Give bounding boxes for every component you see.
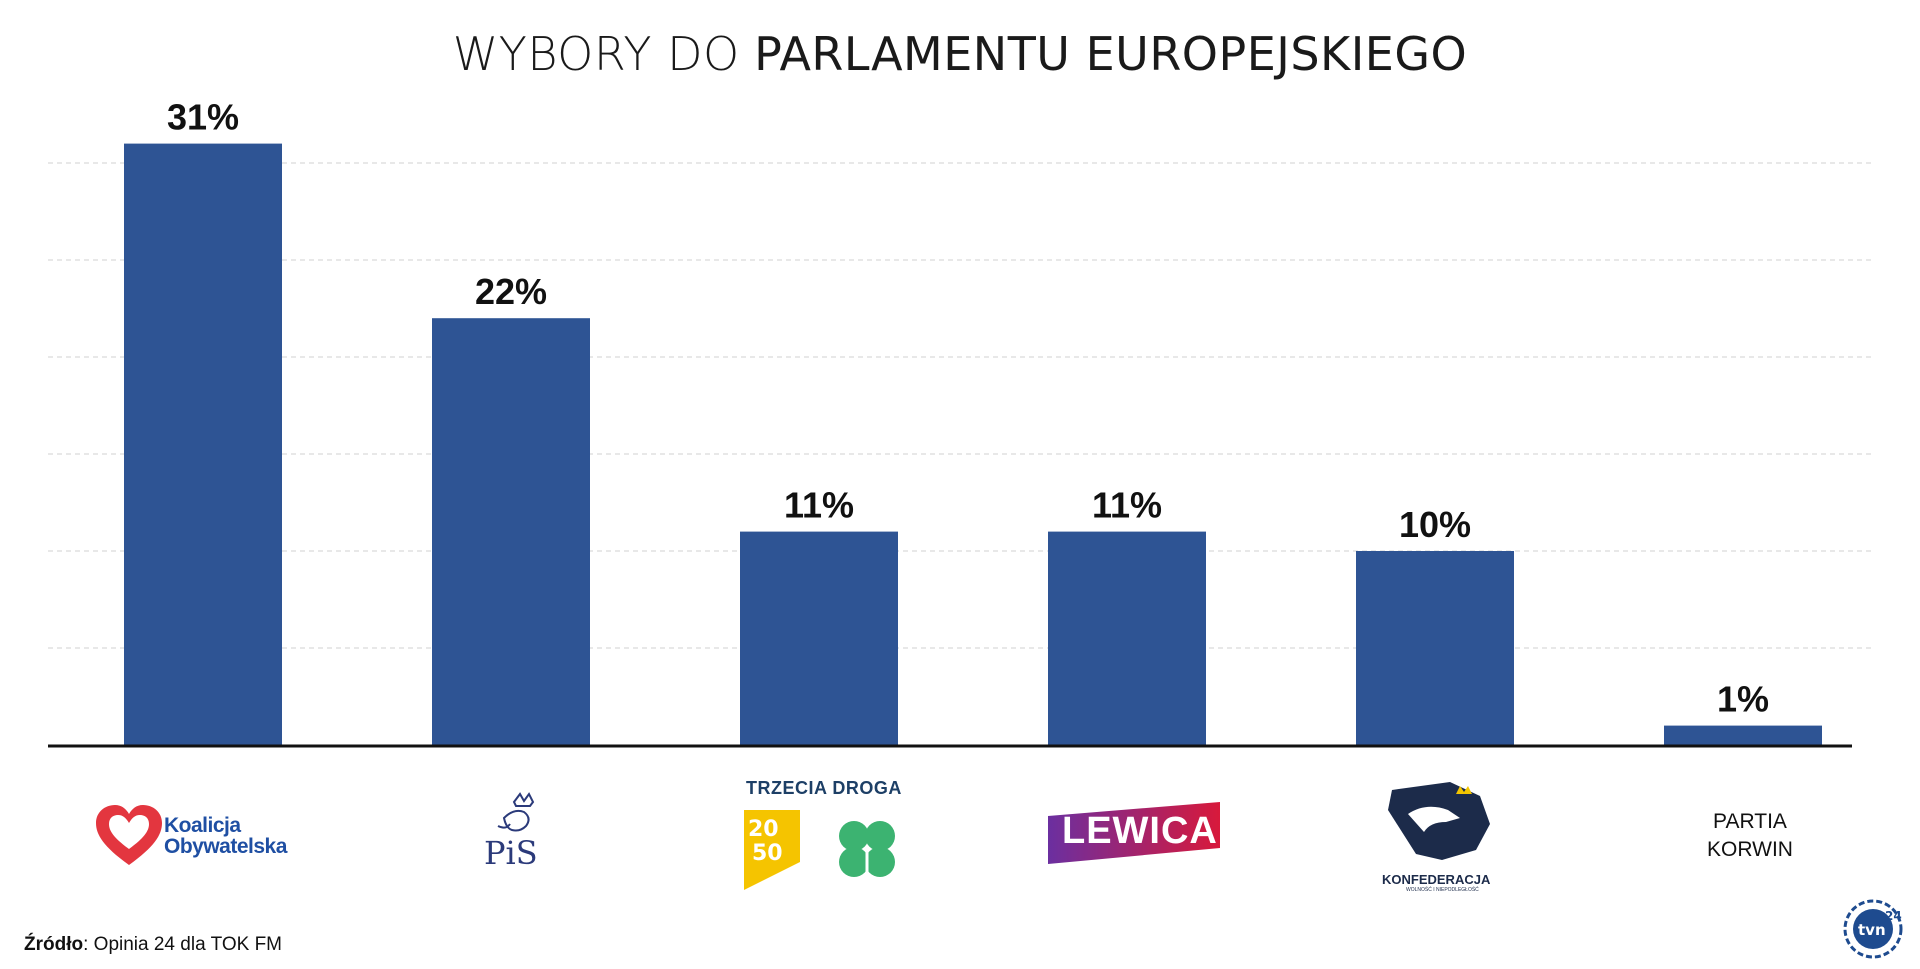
data-label: 22% bbox=[475, 271, 547, 312]
chart-title: WYBORY DO PARLAMENTU EUROPEJSKIEGO bbox=[0, 24, 1920, 82]
lewica-badge bbox=[1048, 802, 1220, 864]
konf-sub: WOLNOŚĆ I NIEPODLEGŁOŚĆ bbox=[1406, 887, 1479, 893]
bar-partia-korwin bbox=[1664, 725, 1822, 745]
source-label: Źródło bbox=[24, 934, 84, 955]
eagle-icon bbox=[1388, 782, 1490, 860]
pis-text: PiS bbox=[484, 834, 538, 872]
ko-line1: Koalicja bbox=[164, 814, 241, 837]
td-title: TRZECIA DROGA bbox=[746, 778, 902, 798]
2050-icon: 20 50 bbox=[744, 810, 800, 890]
lewica-text: LEWICA bbox=[1062, 810, 1218, 852]
tvn-num: 24 bbox=[1885, 909, 1902, 923]
logo-lewica: LEWICA bbox=[1048, 800, 1228, 870]
data-label: 31% bbox=[167, 97, 239, 138]
svg-text:50: 50 bbox=[752, 841, 783, 866]
data-label: 10% bbox=[1399, 504, 1471, 545]
bar-lewica bbox=[1048, 531, 1206, 745]
korwin-line2: KORWIN bbox=[1707, 838, 1793, 861]
svg-text:20: 20 bbox=[748, 817, 779, 842]
clover-icon bbox=[839, 821, 895, 882]
bar-trzecia-droga bbox=[740, 531, 898, 745]
logo-koalicja-obywatelska: Koalicja Obywatelska bbox=[94, 803, 324, 873]
heart-icon bbox=[96, 805, 162, 865]
label-partia-korwin: PARTIA KORWIN bbox=[1690, 808, 1810, 864]
korwin-line1: PARTIA bbox=[1713, 810, 1787, 833]
bar-koalicja-obywatelska bbox=[124, 143, 282, 746]
title-part-bold: PARLAMENTU EUROPEJSKIEGO bbox=[754, 27, 1468, 81]
data-label: 11% bbox=[784, 485, 854, 526]
source-note: Źródło: Opinia 24 dla TOK FM bbox=[24, 934, 282, 956]
bar-konfederacja bbox=[1356, 551, 1514, 745]
tvn24-icon: tvn 24 bbox=[1843, 899, 1903, 959]
bar-pis bbox=[432, 318, 590, 745]
logo-tvn24: tvn 24 bbox=[1838, 894, 1908, 964]
data-label: 11% bbox=[1092, 485, 1162, 526]
data-label: 1% bbox=[1717, 679, 1769, 720]
eagle-crown-icon bbox=[497, 792, 535, 832]
ko-line2: Obywatelska bbox=[164, 835, 287, 858]
logo-pis: PiS bbox=[474, 790, 554, 872]
source-text: : Opinia 24 dla TOK FM bbox=[83, 934, 282, 955]
konf-text: KONFEDERACJA bbox=[1382, 872, 1491, 887]
logo-trzecia-droga: TRZECIA DROGA 20 50 bbox=[740, 778, 920, 898]
tvn-text: tvn bbox=[1858, 921, 1886, 939]
title-part-light: WYBORY DO bbox=[452, 27, 740, 81]
logo-konfederacja: KONFEDERACJA WOLNOŚĆ I NIEPODLEGŁOŚĆ bbox=[1380, 780, 1510, 900]
